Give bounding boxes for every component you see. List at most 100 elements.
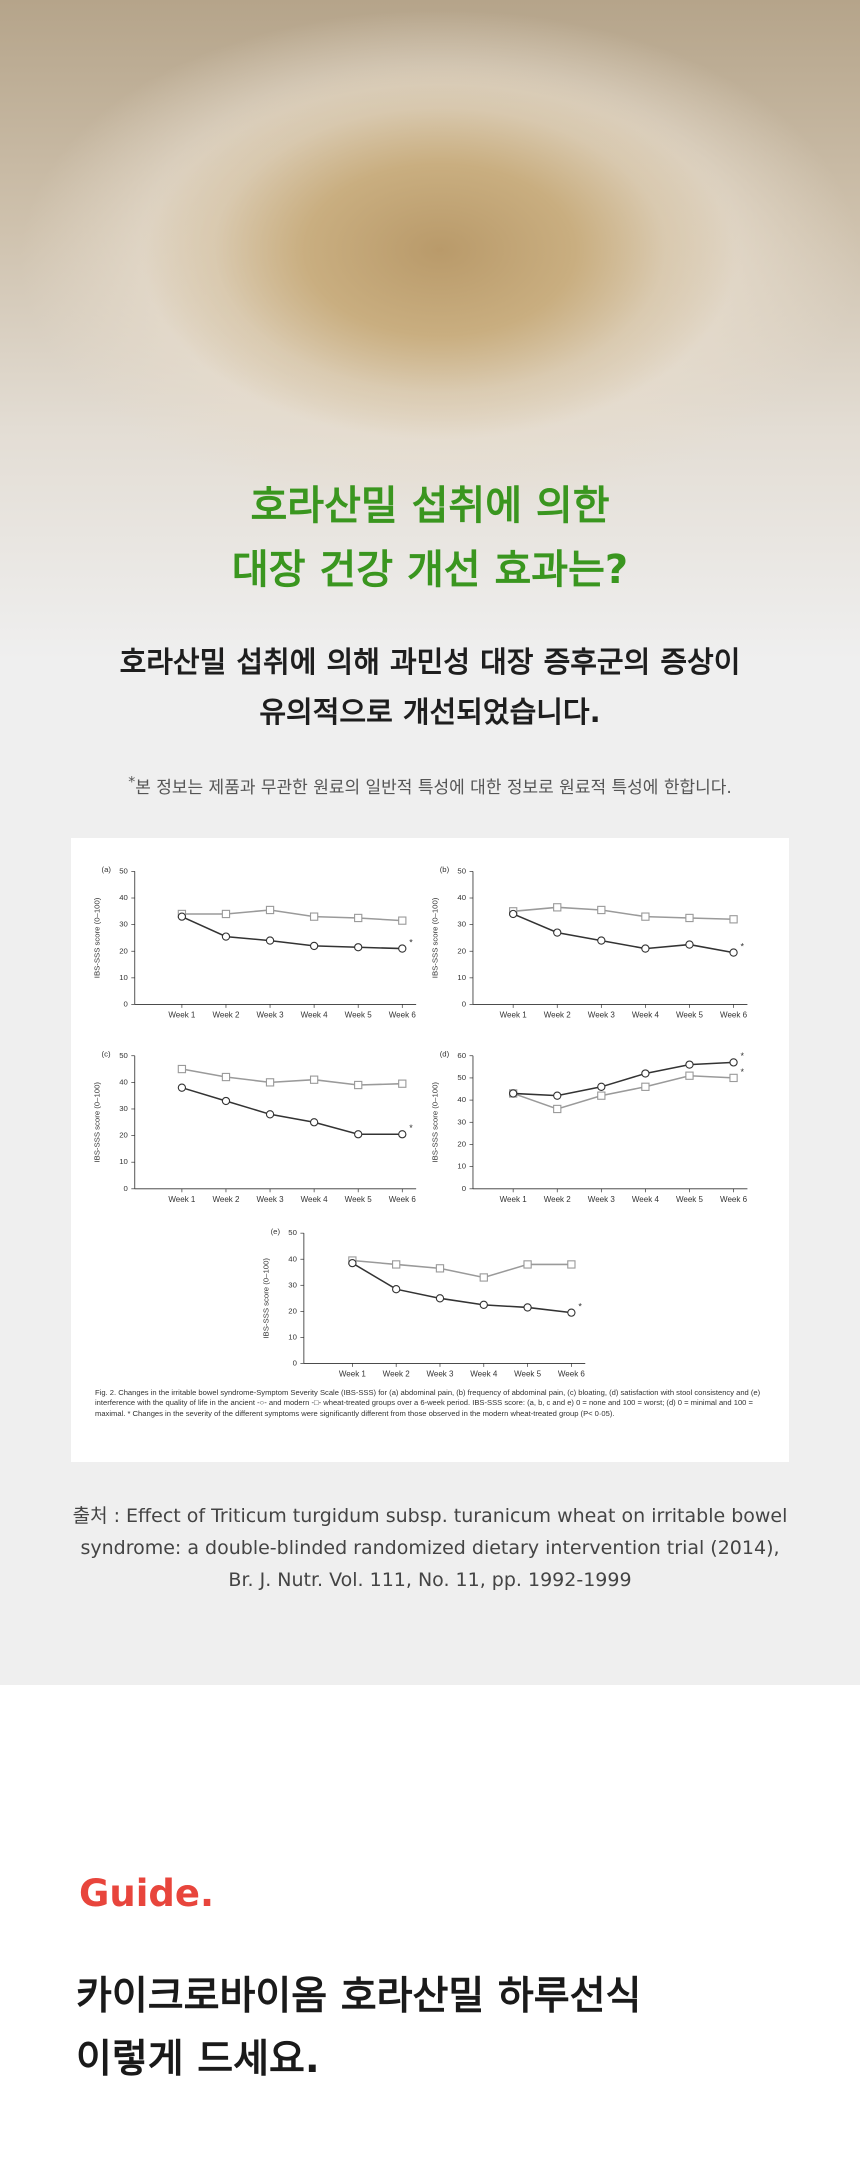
marker [509, 1089, 518, 1098]
y-tick-label: 20 [288, 1306, 297, 1315]
marker [567, 1308, 576, 1317]
y-tick-label: 20 [119, 946, 128, 955]
marker [685, 1060, 694, 1069]
series-line [513, 1061, 734, 1097]
marker [553, 928, 562, 937]
y-axis-label: IBS-SSS score (0–100) [431, 1082, 440, 1163]
marker [641, 1082, 650, 1091]
x-tick-label: Week 6 [720, 1195, 748, 1204]
marker [523, 1260, 532, 1269]
y-tick-label: 10 [457, 973, 466, 982]
marker [685, 940, 694, 949]
panel-label: (a) [101, 865, 111, 874]
y-tick-label: 20 [119, 1131, 128, 1140]
y-tick-label: 0 [462, 1000, 466, 1009]
series-line [181, 909, 403, 922]
marker [597, 936, 606, 945]
marker [685, 913, 694, 923]
note: *본 정보는 제품과 무관한 원료의 일반적 특성에 대한 정보로 원료적 특성… [0, 773, 860, 798]
y-tick-label: 10 [457, 1162, 466, 1171]
series-line [513, 906, 734, 921]
y-tick-label: 30 [119, 1104, 128, 1113]
marker [392, 1285, 401, 1294]
x-tick-label: Week 3 [588, 1011, 616, 1020]
title-line: 대장 건강 개선 효과는? [231, 547, 629, 593]
figure-caption: Fig. 2. Changes in the irritable bowel s… [95, 1388, 761, 1418]
y-tick-label: 20 [457, 1140, 466, 1149]
series-line [181, 915, 403, 950]
marker [523, 1303, 532, 1312]
marker [265, 1078, 275, 1087]
marker [177, 912, 187, 921]
marker [265, 1110, 275, 1119]
y-axis-label: IBS-SSS score (0–100) [431, 897, 440, 978]
marker [398, 944, 407, 953]
significance-mark: * [409, 1123, 413, 1133]
source-line: Br. J. Nutr. Vol. 111, No. 11, pp. 1992-… [228, 1569, 632, 1591]
marker [354, 1130, 363, 1139]
x-tick-label: Week 5 [676, 1011, 704, 1020]
y-tick-label: 10 [288, 1332, 297, 1341]
marker [221, 909, 231, 919]
y-tick-label: 0 [124, 1000, 128, 1009]
x-tick-label: Week 4 [632, 1011, 660, 1020]
y-tick-label: 50 [457, 1073, 466, 1082]
x-tick-label: Week 2 [544, 1011, 572, 1020]
y-tick-label: 50 [457, 866, 466, 875]
marker [597, 1091, 606, 1100]
x-tick-label: Week 1 [500, 1011, 528, 1020]
x-tick-label: Week 6 [558, 1370, 586, 1379]
y-tick-label: 30 [457, 920, 466, 929]
x-tick-label: Week 2 [383, 1370, 411, 1379]
marker [597, 905, 606, 915]
panel-label: (e) [271, 1227, 281, 1236]
x-tick-label: Week 3 [588, 1195, 616, 1204]
y-tick-label: 50 [119, 1051, 128, 1060]
x-tick-label: Week 1 [500, 1195, 528, 1204]
intro-line: 유의적으로 개선되었습니다. [259, 695, 601, 729]
y-tick-label: 10 [119, 973, 128, 982]
figure: (a) IBS-SSS score (0–100) 0 10 20 30 40 50 Week … [71, 838, 789, 1462]
marker [354, 913, 363, 923]
marker [348, 1258, 357, 1268]
guide-heading: 카이크로바이옴 호라산밀 하루선식 이렇게 드세요. [76, 1965, 641, 2091]
x-tick-label: Week 2 [544, 1195, 572, 1204]
x-tick-label: Week 1 [168, 1011, 196, 1020]
marker [435, 1264, 445, 1273]
marker [509, 909, 518, 919]
marker [398, 1130, 407, 1139]
y-tick-label: 40 [119, 893, 128, 902]
series-line [181, 1068, 403, 1086]
marker [309, 941, 319, 951]
significance-mark: * [409, 937, 413, 947]
y-tick-label: 50 [288, 1228, 297, 1237]
marker [265, 905, 275, 915]
marker [221, 932, 231, 941]
y-tick-label: 0 [462, 1184, 466, 1193]
x-tick-label: Week 6 [720, 1011, 748, 1020]
x-tick-label: Week 4 [301, 1011, 329, 1020]
marker [309, 912, 319, 921]
x-tick-label: Week 3 [257, 1011, 285, 1020]
x-tick-label: Week 3 [426, 1370, 454, 1379]
y-tick-label: 40 [457, 1095, 466, 1104]
y-tick-label: 30 [457, 1117, 466, 1126]
source: 출처 : Effect of Triticum turgidum subsp. … [0, 1500, 860, 1596]
series-line [512, 1074, 734, 1110]
y-tick-label: 20 [457, 946, 466, 955]
y-tick-label: 40 [457, 893, 466, 902]
marker [354, 943, 363, 952]
figure-charts: (a) IBS-SSS score (0–100) 0 10 20 30 40 50 Week … [92, 865, 748, 1379]
y-axis-label: IBS-SSS score (0–100) [92, 1082, 101, 1163]
intro-line: 호라산밀 섭취에 의해 과민성 대장 증후군의 증상이 [119, 645, 741, 679]
y-tick-label: 0 [124, 1184, 128, 1193]
marker [309, 1075, 319, 1084]
x-tick-label: Week 5 [676, 1195, 704, 1204]
marker [641, 1069, 650, 1078]
marker [221, 1096, 231, 1106]
panel-label: (c) [101, 1049, 110, 1058]
x-tick-label: Week 1 [168, 1195, 196, 1204]
note-mark: * [128, 774, 136, 791]
x-tick-label: Week 1 [339, 1370, 367, 1379]
